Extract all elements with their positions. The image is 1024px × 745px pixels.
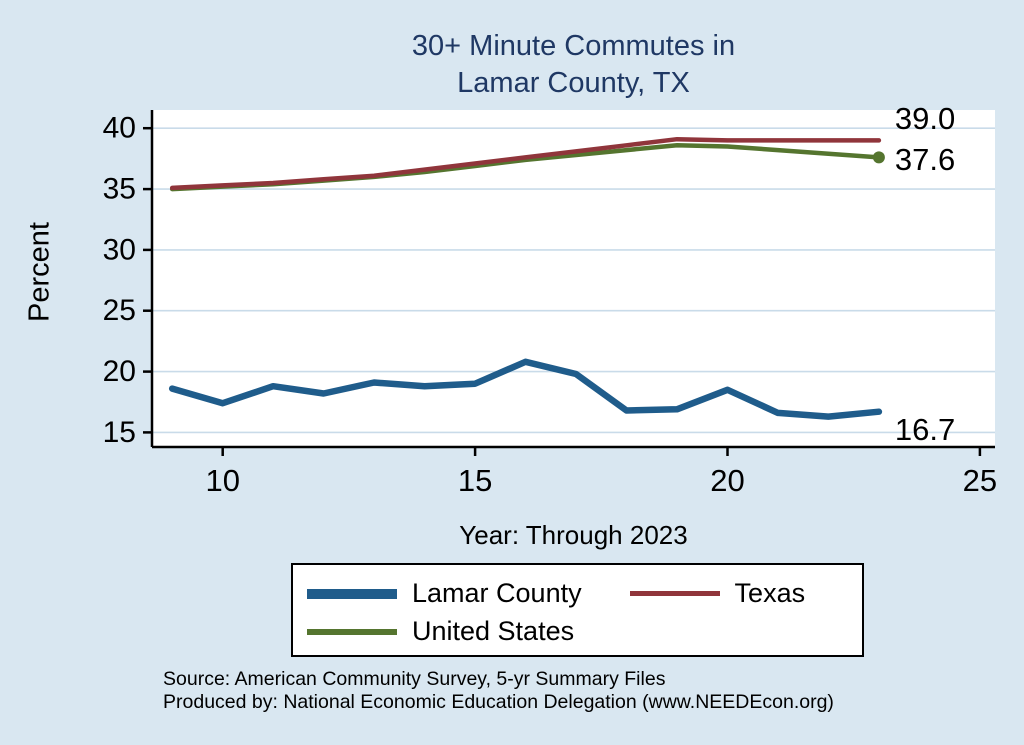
y-tick-label: 20 xyxy=(103,355,136,388)
plot-area xyxy=(152,110,995,447)
united-states-end-label: 37.6 xyxy=(895,142,955,177)
y-tick-label: 35 xyxy=(103,173,136,206)
x-tick-label: 15 xyxy=(458,463,492,498)
lamar-county-line-swatch xyxy=(307,588,397,599)
texas-line-swatch xyxy=(629,591,720,596)
legend-item-lamar-county: Lamar County xyxy=(307,578,630,609)
united-states-line xyxy=(169,143,882,192)
legend-item-united-states: United States xyxy=(307,616,630,647)
y-tick-label: 25 xyxy=(103,294,136,327)
texas-end-label: 39.0 xyxy=(895,101,955,136)
legend-label-united-states: United States xyxy=(412,616,575,646)
lamar-county-end-label: 16.7 xyxy=(895,412,955,447)
footer-notes: Source: American Community Survey, 5-yr … xyxy=(163,668,834,715)
x-axis-label: Year: Through 2023 xyxy=(459,520,688,550)
y-axis-label: Percent xyxy=(23,222,56,322)
y-tick-label: 30 xyxy=(103,233,136,266)
x-tick-label: 10 xyxy=(205,463,239,498)
legend-grid: Lamar County Texas United States xyxy=(293,565,862,657)
x-tick-label: 25 xyxy=(963,463,997,498)
lamar-county-line xyxy=(168,358,883,420)
y-tick-label: 15 xyxy=(103,416,136,449)
chart-title: 30+ Minute Commutes in Lamar County, TX xyxy=(152,28,995,102)
legend-item-texas: Texas xyxy=(629,578,852,609)
texas-line xyxy=(169,136,882,191)
united-states-end-marker xyxy=(872,151,885,164)
chart-title-line1: 30+ Minute Commutes in xyxy=(411,30,736,62)
x-tick-label: 20 xyxy=(710,463,744,498)
chart-title-line2: Lamar County, TX xyxy=(457,67,690,100)
united-states-line-swatch xyxy=(307,628,397,635)
produced-by-note: Produced by: National Economic Education… xyxy=(163,691,834,714)
y-tick-label: 40 xyxy=(103,112,136,145)
legend: Lamar County Texas United States xyxy=(291,563,864,657)
source-note: Source: American Community Survey, 5-yr … xyxy=(163,668,666,690)
legend-label-texas: Texas xyxy=(734,578,806,608)
legend-label-lamar-county: Lamar County xyxy=(412,578,582,608)
